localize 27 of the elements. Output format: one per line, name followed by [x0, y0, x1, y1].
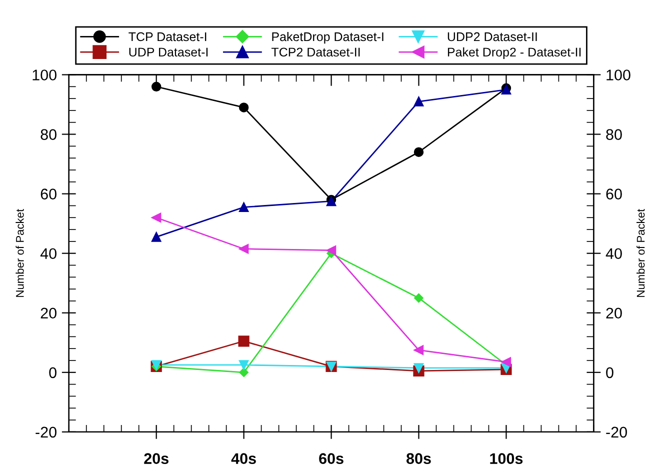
- y-tick-label: 20: [40, 308, 56, 319]
- y2-tick-label: 40: [606, 248, 622, 260]
- legend-label: TCP Dataset-I: [128, 32, 206, 42]
- y2-tick-label: -20: [606, 426, 627, 438]
- legend-label: Paket Drop2 - Dataset-II: [448, 47, 581, 60]
- legend-label: PaketDrop Dataset-I: [272, 32, 384, 44]
- y2-tick-label: 100: [606, 70, 630, 80]
- y-tick-label: 100: [32, 70, 56, 80]
- x-tick-label: 40s: [231, 453, 256, 464]
- y-tick-label: -20: [36, 426, 56, 438]
- y-tick-label: 0: [49, 367, 56, 378]
- legend-label: TCP2 Dataset-II: [271, 48, 360, 57]
- legend-label: UDP Dataset-I: [129, 48, 208, 57]
- legend-label: UDP2 Dataset-II: [448, 32, 537, 42]
- y-tick-label: 80: [40, 129, 56, 140]
- y-tick-label: 60: [40, 188, 56, 200]
- y2-tick-label: 60: [606, 188, 622, 200]
- y2-tick-label: 20: [606, 308, 622, 319]
- y2-axis-title: Number of Packet: [636, 208, 645, 297]
- x-tick-label: 20s: [144, 453, 168, 464]
- y-axis-title: Number of Packet: [16, 208, 24, 297]
- x-tick-label: 60s: [319, 453, 344, 464]
- y-tick-label: 40: [40, 248, 56, 260]
- x-tick-label: 80s: [406, 453, 431, 464]
- y2-tick-label: 0: [606, 367, 614, 378]
- y2-tick-label: 80: [606, 129, 622, 140]
- x-tick-label: 100s: [490, 453, 523, 464]
